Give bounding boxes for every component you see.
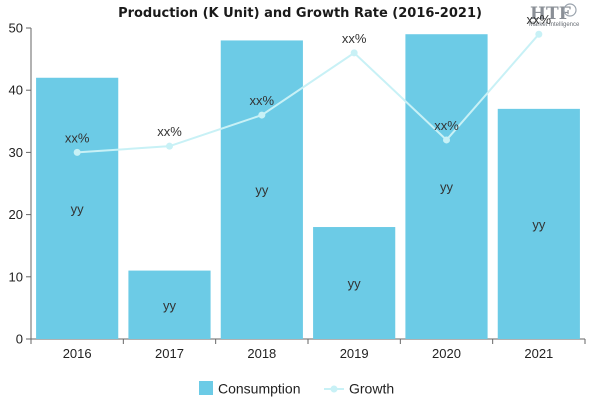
consumption-data-label: yy <box>532 217 546 232</box>
growth-point <box>535 30 543 38</box>
legend-growth-marker <box>330 385 338 393</box>
bar-series <box>36 34 580 339</box>
y-tick-label: 10 <box>9 269 23 284</box>
logo-text: HTF <box>530 4 571 24</box>
growth-data-label: xx% <box>527 12 552 27</box>
legend: Consumption Growth <box>199 381 394 397</box>
growth-point <box>258 111 266 119</box>
data-labels: yy yy yy yy yy yy xx% xx% xx% xx% xx% xx% <box>65 12 552 313</box>
chart-title: Production (K Unit) and Growth Rate (201… <box>118 6 482 21</box>
growth-point <box>73 148 81 156</box>
consumption-bar <box>405 34 488 339</box>
x-tick-label: 2019 <box>340 346 369 361</box>
consumption-data-label: yy <box>163 298 177 313</box>
growth-data-label: xx% <box>342 31 367 46</box>
y-tick-label: 20 <box>9 207 23 222</box>
consumption-data-label: yy <box>255 183 269 198</box>
x-tick-label: 2021 <box>524 346 553 361</box>
x-tick-label: 2016 <box>63 346 92 361</box>
growth-line <box>77 33 540 154</box>
x-tick-label: 2020 <box>432 346 461 361</box>
line-series <box>73 30 543 156</box>
consumption-bar <box>220 40 303 339</box>
y-tick-label: 50 <box>9 21 23 36</box>
growth-point <box>166 142 173 150</box>
growth-point <box>443 136 450 144</box>
growth-data-label: xx% <box>65 130 90 145</box>
growth-data-label: xx% <box>434 118 459 133</box>
consumption-data-label: yy <box>71 201 85 216</box>
consumption-bar <box>497 108 580 339</box>
growth-point <box>350 49 358 57</box>
consumption-data-label: yy <box>440 180 454 195</box>
y-tick-label: 0 <box>16 332 23 347</box>
growth-data-label: xx% <box>157 124 182 139</box>
consumption-data-label: yy <box>348 276 362 291</box>
htf-logo: HTF Market Intelligence <box>529 3 580 28</box>
growth-data-label: xx% <box>250 93 275 108</box>
logo-subtitle: Market Intelligence <box>529 22 580 28</box>
consumption-bar <box>128 270 211 339</box>
legend-growth-label: Growth <box>349 381 394 397</box>
x-tick-label: 2018 <box>247 346 276 361</box>
y-tick-label: 40 <box>9 83 23 98</box>
axes: 0 10 20 30 40 50 2016 2017 2018 2019 2020 2021 <box>9 21 586 361</box>
logo-globe-icon <box>563 3 577 17</box>
y-tick-label: 30 <box>9 145 23 160</box>
legend-consumption-label: Consumption <box>218 381 301 397</box>
legend-consumption-swatch <box>199 381 213 395</box>
x-tick-label: 2017 <box>155 346 184 361</box>
consumption-bar <box>36 77 119 339</box>
consumption-bar <box>313 227 396 339</box>
